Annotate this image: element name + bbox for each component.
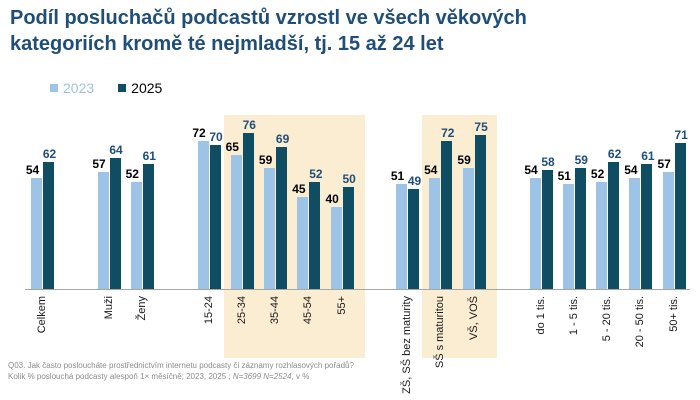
bar-2025-v-vo <box>474 134 486 290</box>
bar-2023-z-s-bez-maturity <box>396 184 407 290</box>
footnote-sample-sizes: N=3699 N=2524 <box>232 372 292 381</box>
bar-2025-celkem <box>43 161 54 290</box>
bar-2025-25-34 <box>242 132 254 290</box>
value-label-2023-v-vo: 59 <box>457 152 471 167</box>
bar-2023-5-20-tis <box>596 182 608 290</box>
category-label-celkem: Celkem <box>36 296 48 334</box>
category-label-45-54: 45-54 <box>302 296 315 325</box>
category-label-25-34: 25-34 <box>235 296 248 325</box>
value-label-2023-eny: 52 <box>125 167 139 182</box>
value-label-2025-mu-i: 64 <box>109 142 123 157</box>
legend-item-2023: 2023 <box>50 80 94 96</box>
value-label-2023-5-20-tis: 52 <box>590 167 605 182</box>
value-label-2023-25-34: 65 <box>225 140 239 155</box>
value-label-2025-50+-tis: 71 <box>674 128 688 143</box>
category-label-5-20-tis: 5 - 20 tis. <box>601 296 614 342</box>
bar-2025-15-24 <box>209 145 221 290</box>
legend: 2023 2025 <box>50 80 162 96</box>
value-label-2025-45-54: 52 <box>309 167 323 182</box>
value-label-2025-eny: 61 <box>142 148 156 163</box>
bar-2023-eny <box>130 182 142 290</box>
bar-2023-1-5-tis <box>562 184 574 290</box>
category-label-20-50-tis: 20 - 50 tis. <box>634 296 647 348</box>
bar-2023-20-50-tis <box>629 178 641 290</box>
bar-2025-20-50-tis <box>641 163 653 290</box>
value-label-2025-35-44: 69 <box>275 132 290 147</box>
category-label-do-1-tis: do 1 tis. <box>534 296 547 335</box>
category-label-55+: 55+ <box>335 296 348 315</box>
category-label-35-44: 35-44 <box>269 296 282 325</box>
value-label-2025-5-20-tis: 62 <box>607 146 622 161</box>
value-label-2023-celkem: 54 <box>25 163 40 178</box>
category-label-z-s-bez-maturity: ZŠ, SŠ bez maturity <box>401 296 413 394</box>
value-label-2023-55+: 40 <box>325 192 339 207</box>
legend-swatch-2023 <box>50 84 58 92</box>
bar-2025-45-54 <box>309 182 321 290</box>
category-label-15-24: 15-24 <box>202 296 215 325</box>
x-axis-line <box>25 289 690 290</box>
bar-2023-35-44 <box>264 167 276 290</box>
bar-2025-s-s-maturitou <box>441 140 453 290</box>
value-label-2023-20-50-tis: 54 <box>624 163 638 178</box>
value-label-2023-45-54: 45 <box>292 181 306 196</box>
legend-label-2023: 2023 <box>63 80 95 96</box>
legend-item-2025: 2025 <box>118 80 162 96</box>
value-label-2023-z-s-bez-maturity: 51 <box>390 169 405 184</box>
bar-2025-35-44 <box>276 147 288 290</box>
value-label-2023-35-44: 59 <box>258 152 273 167</box>
value-label-2023-do-1-tis: 54 <box>524 163 538 178</box>
value-label-2025-1-5-tis: 59 <box>574 152 588 167</box>
bar-2025-mu-i <box>109 157 121 290</box>
bar-2025-z-s-bez-maturity <box>408 188 419 290</box>
category-label-eny: Ženy <box>135 296 148 321</box>
value-label-2025-25-34: 76 <box>242 117 256 132</box>
value-label-2023-mu-i: 57 <box>92 157 106 171</box>
bar-2023-celkem <box>31 178 42 290</box>
value-label-2023-15-24: 72 <box>192 125 206 140</box>
value-label-2023-1-5-tis: 51 <box>557 169 571 184</box>
chart-title-line2: kategoriích kromě té nejmladší, tj. 15 a… <box>10 33 444 55</box>
bar-2025-50+-tis <box>674 143 686 290</box>
chart-title: Podíl posluchačů podcastů vzrostl ve vše… <box>10 5 670 57</box>
chart-title-line1: Podíl posluchačů podcastů vzrostl ve vše… <box>10 7 527 29</box>
footnote-base: Kolik % poslouchá podcasty alespoň 1× mě… <box>8 371 354 382</box>
value-label-2025-20-50-tis: 61 <box>641 148 655 163</box>
bar-2023-55+ <box>330 207 342 290</box>
bar-2023-do-1-tis <box>529 178 541 290</box>
value-label-2023-s-s-maturitou: 54 <box>424 163 438 178</box>
value-label-2025-v-vo: 75 <box>474 119 488 134</box>
bar-2023-mu-i <box>97 172 109 290</box>
value-label-2025-celkem: 62 <box>42 146 57 161</box>
footnote-base-prefix: Kolik % poslouchá podcasty alespoň 1× mě… <box>8 372 233 381</box>
value-label-2025-z-s-bez-maturity: 49 <box>407 173 422 188</box>
bar-2023-s-s-maturitou <box>429 178 441 290</box>
value-label-2025-55+: 50 <box>342 171 356 186</box>
bar-2023-25-34 <box>230 155 242 290</box>
category-label-mu-i: Muži <box>102 296 115 320</box>
footnote-base-suffix: , v % <box>291 372 310 381</box>
bar-2023-v-vo <box>462 167 474 290</box>
bar-2025-55+ <box>342 186 354 290</box>
value-label-2025-15-24: 70 <box>209 130 223 145</box>
footnote: Q03. Jak často posloucháte prostřednictv… <box>8 360 354 382</box>
bar-2023-15-24 <box>197 140 209 290</box>
category-label-v-vo: VŠ, VOŠ <box>467 296 480 341</box>
bar-2023-45-54 <box>297 196 309 290</box>
bar-2025-eny <box>142 163 154 290</box>
footnote-question: Q03. Jak často posloucháte prostřednictv… <box>8 361 354 370</box>
bar-2023-50+-tis <box>662 172 674 290</box>
bar-2025-1-5-tis <box>574 167 586 290</box>
bar-2025-5-20-tis <box>608 161 620 290</box>
category-label-50+-tis: 50+ tis. <box>667 296 680 332</box>
legend-label-2025: 2025 <box>131 80 163 96</box>
legend-swatch-2025 <box>118 84 127 92</box>
bar-2025-do-1-tis <box>541 169 553 290</box>
value-label-2025-do-1-tis: 58 <box>541 154 555 169</box>
category-label-1-5-tis: 1 - 5 tis. <box>567 296 580 336</box>
value-label-2025-s-s-maturitou: 72 <box>441 125 455 140</box>
category-label-s-s-maturitou: SŠ s maturitou <box>434 296 447 369</box>
value-label-2023-50+-tis: 57 <box>657 157 671 171</box>
